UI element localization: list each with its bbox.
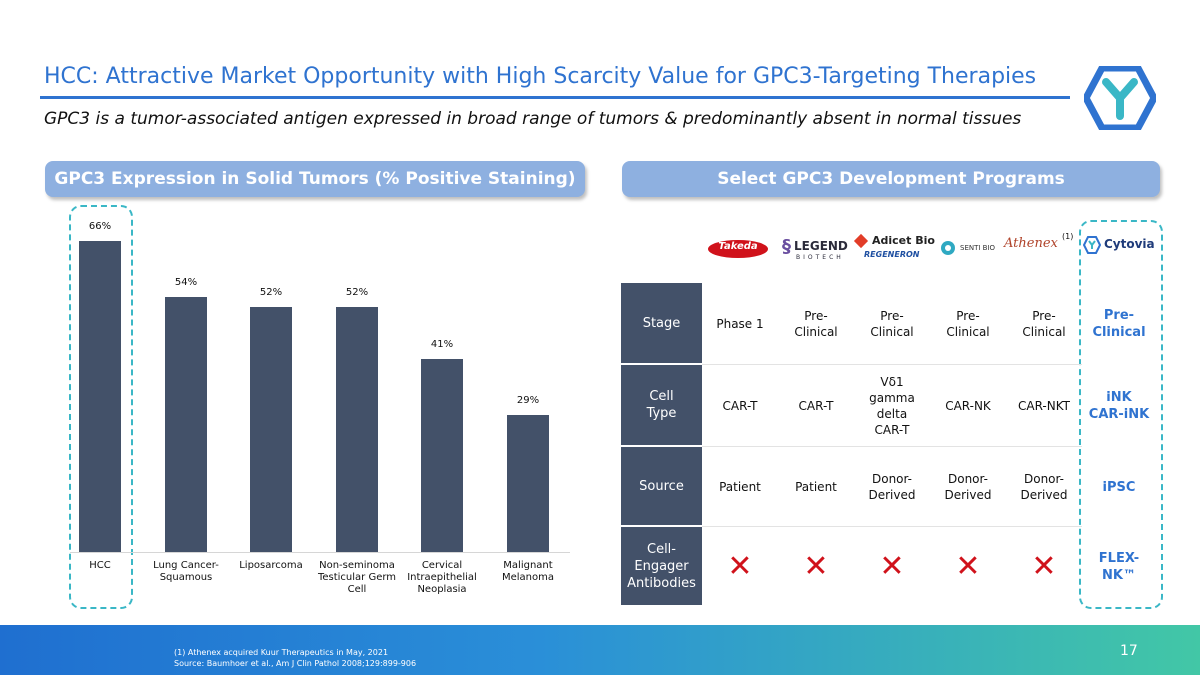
legend-logo-mark: § <box>782 236 791 257</box>
bar-0 <box>79 241 121 552</box>
senti-bio-logo: SENTI BIO <box>940 240 1000 260</box>
cytovia-highlight-frame <box>1079 220 1163 609</box>
table-cell-1-0: CAR-T <box>722 399 758 413</box>
athenex-footnote-marker: (1) <box>1062 232 1074 241</box>
takeda-logo-text: Takeda <box>718 241 758 252</box>
category-label-1: Lung Cancer- Squamous <box>153 560 219 583</box>
x-mark-icon: ✕ <box>1031 549 1057 584</box>
row-header-1: Cell Type <box>621 365 702 445</box>
category-label-5: Malignant Melanoma <box>501 560 554 583</box>
x-mark-icon: ✕ <box>955 549 981 584</box>
bar-value-label-5: 29% <box>516 395 540 406</box>
hcc-highlight-frame <box>69 205 133 609</box>
bar-4 <box>421 359 463 552</box>
legend-biotech-logo: § LEGEND BIOTECH <box>782 234 848 264</box>
adicet-logo-mark <box>853 233 869 249</box>
senti-bio-logo-text: SENTI BIO <box>960 244 996 252</box>
cytovia-cell-0: Pre- Clinical <box>1092 308 1146 340</box>
athenex-logo: Athenex (1) <box>1004 232 1078 258</box>
category-label-0: HCC <box>89 560 111 571</box>
takeda-logo: Takeda <box>706 236 770 262</box>
right-panel-title: Select GPC3 Development Programs <box>622 161 1160 197</box>
table-cell-1-1: CAR-T <box>798 399 834 413</box>
table-cell-0-4: Pre- Clinical <box>1022 309 1066 339</box>
row-divider-0 <box>702 364 1082 365</box>
x-mark-icon: ✕ <box>727 549 753 584</box>
cytovia-table-logo: Cytovia <box>1083 236 1159 256</box>
table-cell-2-0: Patient <box>719 480 761 494</box>
x-mark-icon: ✕ <box>879 549 905 584</box>
footer-bar <box>0 625 1200 675</box>
bar-value-label-0: 66% <box>88 221 112 232</box>
regeneron-logo-text: REGENERON <box>864 250 920 259</box>
row-header-2: Source <box>621 447 702 525</box>
bar-value-label-4: 41% <box>430 339 454 350</box>
table-cell-0-2: Pre- Clinical <box>870 309 914 339</box>
category-label-3: Non-seminoma Testicular Germ Cell <box>317 560 397 595</box>
row-divider-2 <box>702 526 1082 527</box>
bar-3 <box>336 307 378 552</box>
adicet-logo-text: Adicet Bio <box>872 234 935 247</box>
athenex-logo-text: Athenex <box>1004 236 1058 251</box>
source-note: Source: Baumhoer et al., Am J Clin Patho… <box>174 659 417 668</box>
category-label-4: Cervical Intraepithelial Neoplasia <box>407 560 477 595</box>
adicet-regeneron-logo: Adicet Bio REGENERON <box>853 233 935 264</box>
table-cell-1-2: Vδ1 gamma delta CAR-T <box>869 375 915 437</box>
cytovia-logo-text: Cytovia <box>1104 237 1155 251</box>
table-cell-2-4: Donor- Derived <box>1020 472 1068 502</box>
footnote-1: (1) Athenex acquired Kuur Therapeutics i… <box>174 648 389 657</box>
table-cell-1-3: CAR-NK <box>945 399 991 413</box>
cytovia-small-hex-icon <box>1083 236 1101 254</box>
table-cell-2-2: Donor- Derived <box>868 472 916 502</box>
page-title: HCC: Attractive Market Opportunity with … <box>44 64 1037 89</box>
row-header-0: Stage <box>621 283 702 363</box>
cytovia-cell-2: iPSC <box>1102 479 1136 495</box>
left-panel-title: GPC3 Expression in Solid Tumors (% Posit… <box>45 161 585 197</box>
bar-value-label-2: 52% <box>259 287 283 298</box>
table-cell-2-3: Donor- Derived <box>944 472 992 502</box>
bar-value-label-1: 54% <box>174 277 198 288</box>
legend-logo-subtext: BIOTECH <box>796 254 844 261</box>
page-subtitle: GPC3 is a tumor-associated antigen expre… <box>44 109 1022 129</box>
left-panel-title-text: GPC3 Expression in Solid Tumors (% Posit… <box>54 169 576 189</box>
legend-logo-text: LEGEND <box>794 239 848 253</box>
table-cell-0-0: Phase 1 <box>716 317 764 331</box>
row-divider-1 <box>702 446 1082 447</box>
right-panel-title-text: Select GPC3 Development Programs <box>717 169 1065 189</box>
table-cell-1-4: CAR-NKT <box>1017 399 1070 413</box>
table-cell-0-3: Pre- Clinical <box>946 309 990 339</box>
bar-value-label-3: 52% <box>345 287 369 298</box>
cytovia-cell-3: FLEX- NK™ <box>1098 551 1140 583</box>
x-mark-icon: ✕ <box>803 549 829 584</box>
row-header-3: Cell- Engager Antibodies <box>621 527 702 605</box>
senti-bio-logo-mark <box>941 241 955 255</box>
table-cell-0-1: Pre- Clinical <box>794 309 838 339</box>
bar-2 <box>250 307 292 552</box>
page-number: 17 <box>1120 643 1138 659</box>
bar-1 <box>165 297 207 552</box>
bar-5 <box>507 415 549 552</box>
cytovia-logo-icon <box>1082 64 1158 132</box>
cytovia-cell-1: iNK CAR-iNK <box>1088 390 1150 422</box>
title-divider <box>40 96 1070 99</box>
table-cell-2-1: Patient <box>795 480 837 494</box>
chart-x-axis <box>70 552 570 553</box>
category-label-2: Liposarcoma <box>239 560 303 571</box>
